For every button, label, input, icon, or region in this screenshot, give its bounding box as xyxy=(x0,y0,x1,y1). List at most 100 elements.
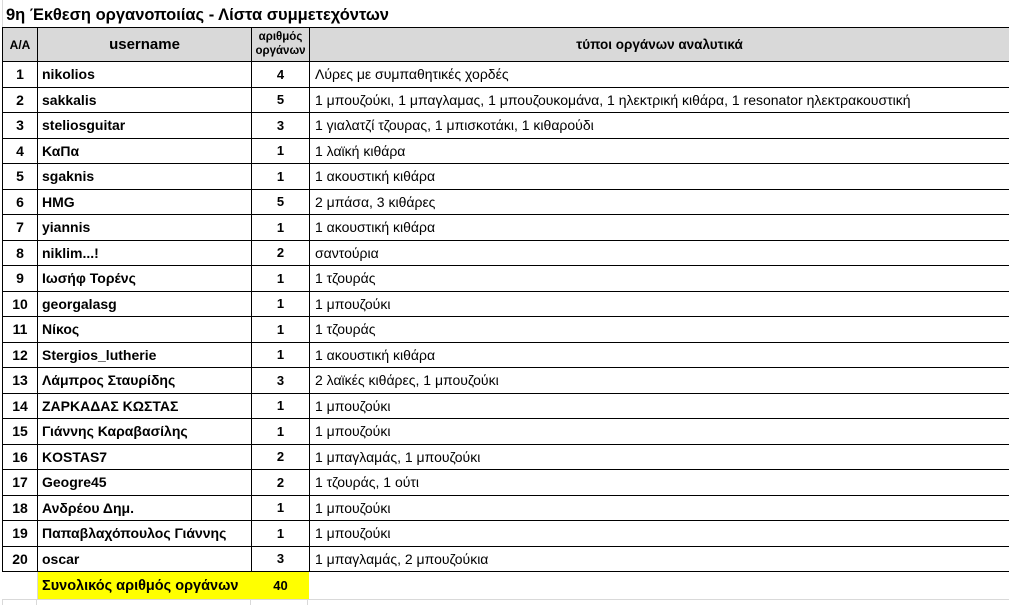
header-cell-username[interactable]: username xyxy=(38,28,252,61)
cell-username[interactable]: yiannis xyxy=(38,215,252,240)
cell-count[interactable]: 3 xyxy=(252,368,310,393)
cell-index[interactable]: 5 xyxy=(3,164,38,189)
table-row: 9 Ιωσήφ Τορένς 1 1 τζουράς xyxy=(2,266,1009,292)
cell-count[interactable]: 1 xyxy=(252,495,310,520)
cell-details[interactable]: 1 τζουράς xyxy=(315,321,376,338)
cell-details[interactable]: 1 μπουζούκι, 1 μπαγλαμας, 1 μπουζουκομάν… xyxy=(315,91,911,108)
cell-username[interactable]: Παπαβλαχόπουλος Γιάννης xyxy=(38,521,252,546)
cell-username[interactable]: HMG xyxy=(38,189,252,214)
header-cell-count[interactable]: αριθμός οργάνων xyxy=(252,28,310,61)
cell-index[interactable]: 1 xyxy=(3,62,38,87)
cell-username[interactable]: sgaknis xyxy=(38,164,252,189)
cell-details[interactable]: 1 γιαλατζί τζουρας, 1 μπισκοτάκι, 1 κιθα… xyxy=(315,117,594,134)
cell-index[interactable]: 17 xyxy=(3,470,38,495)
cell-count[interactable]: 5 xyxy=(252,189,310,214)
cell-username[interactable]: Νίκος xyxy=(38,317,252,342)
cell-details[interactable]: 1 μπαγλαμάς, 1 μπουζούκι xyxy=(315,448,481,465)
cell-count[interactable]: 2 xyxy=(252,444,310,469)
cell-count[interactable]: 1 xyxy=(252,291,310,316)
cell-index[interactable]: 19 xyxy=(3,521,38,546)
header-cell-index[interactable]: Α/Α xyxy=(3,28,38,61)
cell-index[interactable]: 3 xyxy=(3,113,38,138)
cell-username[interactable]: Λάμπρος Σταυρίδης xyxy=(38,368,252,393)
cell-count[interactable]: 3 xyxy=(252,546,310,571)
cell-index[interactable]: 2 xyxy=(3,87,38,112)
cell-count[interactable]: 5 xyxy=(252,87,310,112)
cell-details[interactable]: 1 τζουράς xyxy=(315,270,376,287)
total-label[interactable]: Συνολικός αριθμός οργάνων xyxy=(38,572,252,599)
cell-details[interactable]: σαντούρια xyxy=(315,244,379,261)
cell-index[interactable]: 20 xyxy=(3,546,38,571)
cell-index[interactable]: 8 xyxy=(3,240,38,265)
cell-details[interactable]: 1 μπουζούκι xyxy=(315,525,391,542)
cell-index[interactable]: 10 xyxy=(3,291,38,316)
total-row: Συνολικός αριθμός οργάνων 40 xyxy=(2,572,1009,600)
cell-details[interactable]: 1 μπαγλαμάς, 2 μπουζούκια xyxy=(315,550,489,567)
cell-username[interactable]: steliosguitar xyxy=(38,113,252,138)
table-row: 15 Γιάννης Καραβασίλης 1 1 μπουζούκι xyxy=(2,419,1009,445)
cell-index[interactable]: 13 xyxy=(3,368,38,393)
cell-count[interactable]: 1 xyxy=(252,164,310,189)
table-row: 6 HMG 5 2 μπάσα, 3 κιθάρες xyxy=(2,189,1009,215)
cell-username[interactable]: ΚαΠα xyxy=(38,138,252,163)
cell-username[interactable]: georgalasg xyxy=(38,291,252,316)
cell-username[interactable]: Ανδρέου Δημ. xyxy=(38,495,252,520)
cell-details[interactable]: 1 τζουράς, 1 ούτι xyxy=(315,474,420,491)
cell-count[interactable]: 2 xyxy=(252,470,310,495)
cell-username[interactable]: Stergios_lutherie xyxy=(38,342,252,367)
cell-index[interactable]: 9 xyxy=(3,266,38,291)
cell-count[interactable]: 1 xyxy=(252,521,310,546)
cell-username[interactable]: niklim...! xyxy=(38,240,252,265)
cell-details[interactable]: 2 λαϊκές κιθάρες, 1 μπουζούκι xyxy=(315,372,499,389)
cell-index[interactable]: 15 xyxy=(3,419,38,444)
cell-index[interactable]: 11 xyxy=(3,317,38,342)
cell-username[interactable]: Γιάννης Καραβασίλης xyxy=(38,419,252,444)
cell-count[interactable]: 1 xyxy=(252,393,310,418)
cell-count[interactable]: 1 xyxy=(252,419,310,444)
cell-count[interactable]: 1 xyxy=(252,342,310,367)
table-header-row: Α/Α username αριθμός οργάνων τύποι οργάν… xyxy=(2,27,1009,62)
cell-username[interactable]: nikolios xyxy=(38,62,252,87)
cell-details[interactable]: 1 μπουζούκι xyxy=(315,423,391,440)
total-row-empty-area xyxy=(309,572,1009,599)
cell-details[interactable]: 1 μπουζούκι xyxy=(315,499,391,516)
table-row: 11 Νίκος 1 1 τζουράς xyxy=(2,317,1009,343)
cell-count[interactable]: 3 xyxy=(252,113,310,138)
cell-username[interactable]: Geogre45 xyxy=(38,470,252,495)
cell-count[interactable]: 4 xyxy=(252,62,310,87)
gridline-stub xyxy=(307,600,308,605)
table-row: 20 oscar 3 1 μπαγλαμάς, 2 μπουζούκια xyxy=(2,546,1009,572)
cell-count[interactable]: 2 xyxy=(252,240,310,265)
total-empty-cell[interactable] xyxy=(2,572,38,599)
cell-index[interactable]: 18 xyxy=(3,495,38,520)
cell-username[interactable]: sakkalis xyxy=(38,87,252,112)
cell-username[interactable]: Ιωσήφ Τορένς xyxy=(38,266,252,291)
cell-details[interactable]: 1 ακουστική κιθάρα xyxy=(315,168,436,185)
cell-username[interactable]: KOSTAS7 xyxy=(38,444,252,469)
table-row: 8 niklim...! 2 σαντούρια xyxy=(2,240,1009,266)
cell-count[interactable]: 1 xyxy=(252,138,310,163)
cell-details[interactable]: 1 ακουστική κιθάρα xyxy=(315,219,436,236)
cell-count[interactable]: 1 xyxy=(252,266,310,291)
header-cell-details[interactable]: τύποι οργάνων αναλυτικά xyxy=(576,37,743,52)
total-value[interactable]: 40 xyxy=(252,572,309,599)
cell-index[interactable]: 16 xyxy=(3,444,38,469)
cell-details[interactable]: 1 μπουζούκι xyxy=(315,397,391,414)
cell-details[interactable]: 1 μπουζούκι xyxy=(315,295,391,312)
cell-index[interactable]: 7 xyxy=(3,215,38,240)
cell-index[interactable]: 14 xyxy=(3,393,38,418)
cell-index[interactable]: 12 xyxy=(3,342,38,367)
cell-username[interactable]: oscar xyxy=(38,546,252,571)
cell-index[interactable]: 4 xyxy=(3,138,38,163)
cell-index[interactable]: 6 xyxy=(3,189,38,214)
cell-details[interactable]: 2 μπάσα, 3 κιθάρες xyxy=(315,193,436,210)
cell-details[interactable]: 1 ακουστική κιθάρα xyxy=(315,346,436,363)
cell-username[interactable]: ΖΑΡΚΑΔΑΣ ΚΩΣΤΑΣ xyxy=(38,393,252,418)
table-row: 10 georgalasg 1 1 μπουζούκι xyxy=(2,291,1009,317)
cell-details[interactable]: Λύρες με συμπαθητικές χορδές xyxy=(315,66,509,83)
sheet-title: 9η Έκθεση οργανοποιίας - Λίστα συμμετεχό… xyxy=(6,5,389,24)
cell-details[interactable]: 1 λαϊκή κιθάρα xyxy=(315,142,406,159)
table-row: 18 Ανδρέου Δημ. 1 1 μπουζούκι xyxy=(2,495,1009,521)
cell-count[interactable]: 1 xyxy=(252,317,310,342)
cell-count[interactable]: 1 xyxy=(252,215,310,240)
